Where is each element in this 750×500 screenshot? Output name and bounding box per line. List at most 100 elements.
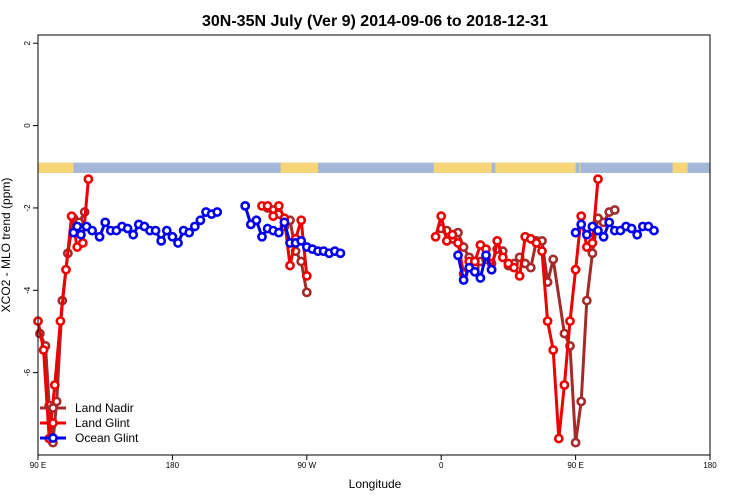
data-point [195,215,206,226]
y-tick-label: -2 [23,204,32,212]
data-point [301,270,312,281]
plot-frame [37,34,711,456]
data-point [38,345,49,355]
data-point [441,235,452,246]
data-point [458,275,469,285]
data-point [537,246,547,257]
y-axis: 2 0 -2 -4 -6 [23,40,38,376]
data-point [469,266,480,277]
data-point [581,229,592,240]
land-band-segment [672,162,688,173]
data-point [273,200,284,211]
data-point [55,316,66,327]
data-point [609,205,620,215]
x-axis-label: Longitude [349,477,402,491]
data-point [184,227,195,238]
data-point [76,229,86,240]
land-band-segment [280,162,318,173]
data-point [161,225,172,236]
data-point [262,200,273,211]
data-point [576,396,587,407]
data-point [453,238,463,248]
data-point [301,287,312,298]
data-point [570,264,581,275]
legend-label: Ocean Glint [75,431,139,445]
data-point [531,238,542,248]
data-point [122,223,133,234]
y-axis-label: XCO2 - MLO trend (ppm) [0,178,13,313]
chart-title: 30N-35N July (Ver 9) 2014-09-06 to 2018-… [202,13,548,30]
data-point [77,238,88,248]
data-point [447,229,458,240]
series-line [434,178,600,440]
data-point [257,231,267,242]
data-point [481,250,491,261]
data-point [497,252,508,263]
data-point [167,231,178,242]
data-point [492,235,503,246]
data-point [559,380,570,390]
data-point [570,437,581,448]
data-point [83,174,94,185]
data-point [576,219,587,230]
x-tick-label: 90 E [30,461,46,470]
legend-label: Land Nadir [75,401,134,415]
data-point [100,217,111,228]
data-point [212,207,223,217]
y-tick-label: 2 [23,40,32,45]
data-point [559,328,570,339]
data-point [593,174,603,185]
data-point [576,211,587,222]
series-land-glint [33,174,603,444]
data-point [273,227,284,238]
data-point [49,380,60,390]
y-tick-label: 0 [23,123,32,128]
land-band-segment [38,162,74,173]
land-ocean-band [38,162,710,173]
data-point [128,229,139,240]
data-point [587,238,598,248]
data-point [469,256,480,267]
data-point [581,295,592,306]
data-point [604,217,615,228]
data-point [570,227,581,238]
data-point [436,211,447,222]
data-point [626,223,637,234]
x-tick-label: 180 [703,461,717,470]
data-point [514,270,525,281]
x-tick-label: 0 [439,461,444,470]
x-tick-label: 90 W [297,461,316,470]
data-point [94,231,105,242]
data-point [279,217,290,228]
data-point [509,262,519,273]
data-point [542,316,553,327]
data-point [548,254,559,265]
data-point [548,345,559,355]
data-point [72,221,83,232]
data-point [632,229,643,240]
x-axis: 90 E 180 90 W 0 90 E 180 [30,455,717,470]
data-point [565,316,575,327]
x-tick-label: 180 [166,461,180,470]
data-point [240,200,251,211]
data-point [61,264,71,275]
legend-label: Land Glint [75,416,130,430]
data-point [553,433,564,444]
data-point [66,211,77,222]
land-band-segment [495,162,576,173]
y-tick-label: -6 [23,369,32,377]
legend-marker [48,418,58,428]
data-point [87,225,98,236]
data-point [189,221,200,232]
land-band-segment [433,162,492,173]
land-band-segment [579,162,581,173]
data-point [649,225,659,236]
data-point [593,225,603,236]
data-point [453,250,463,261]
data-point [285,260,295,271]
data-point [296,235,307,246]
data-point [475,273,486,283]
legend-marker [48,403,58,413]
